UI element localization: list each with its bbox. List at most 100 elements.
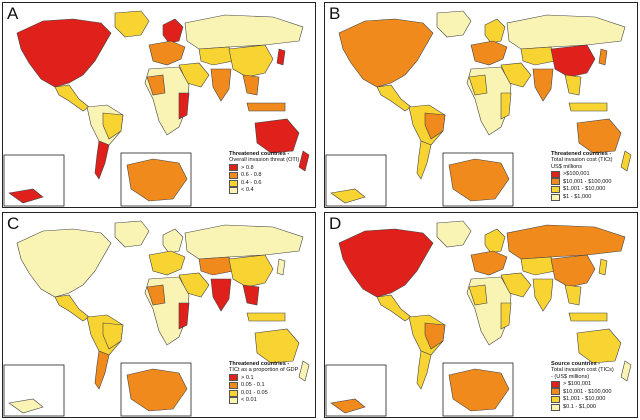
inset-region-left (330, 398, 366, 414)
region-russia (184, 224, 304, 260)
region-central-asia (520, 46, 556, 66)
region-scandinavia (484, 228, 506, 254)
legend-item: $0.1 - $1,000 (551, 403, 637, 411)
region-india (532, 278, 554, 312)
region-north-america (338, 18, 434, 88)
inset-region-europe (126, 158, 188, 202)
legend-item: > 0.1 (229, 374, 315, 382)
region-central-america (376, 84, 412, 112)
world-map (325, 220, 632, 417)
region-europe (148, 40, 186, 66)
map-panel-b: B Threatened countries - Total invasion … (324, 2, 638, 208)
region-china (228, 254, 274, 288)
legend-swatch (551, 186, 560, 193)
legend-item: 0.01 - 0.05 (229, 389, 315, 397)
legend: Threatened countries - TICt as a proport… (229, 361, 315, 405)
region-west-africa (146, 74, 166, 96)
legend-swatch (551, 380, 560, 388)
legend-item: > 0.8 (229, 164, 315, 172)
legend-item: 0.6 - 0.8 (229, 172, 315, 179)
legend-swatch (229, 164, 238, 172)
legend-item: 0.4 - 0.6 (229, 179, 315, 187)
legend-swatch (229, 179, 238, 187)
region-greenland (114, 220, 150, 248)
region-se-asia (242, 284, 260, 306)
legend-swatch (229, 187, 238, 195)
legend-item: < 0.4 (229, 187, 315, 195)
legend-title: Threatened countries - (229, 151, 290, 157)
region-indonesia (568, 102, 608, 112)
region-australia (254, 328, 300, 364)
map-panel-c: C Threatened countries - TICt as a propo… (2, 212, 316, 418)
region-greenland (436, 220, 472, 248)
region-south-cone (416, 140, 432, 180)
region-se-asia (242, 74, 260, 96)
region-north-america (16, 18, 112, 88)
legend-subtitle: Overall invasion threat (OTI) (229, 157, 300, 164)
region-brazil (424, 112, 446, 140)
legend-subtitle: TICt as a proportion of GDP (229, 367, 299, 374)
region-japan (598, 48, 608, 66)
legend-title: Threatened countries - (551, 151, 612, 157)
region-russia (506, 14, 626, 50)
region-indonesia (568, 312, 608, 322)
legend-subtitle: Total invasion cost (TICt) (551, 157, 613, 164)
legend-swatch (229, 397, 238, 405)
region-europe (470, 250, 508, 276)
legend-subtitle-2: - (US$ millions) (551, 373, 590, 380)
region-russia (184, 14, 304, 50)
legend-item: $1,001 - $10,000 (551, 186, 637, 193)
world-map (3, 10, 310, 207)
legend-swatch (551, 403, 560, 411)
region-south-cone (416, 350, 432, 390)
world-map (325, 10, 632, 207)
legend-swatch (551, 178, 560, 186)
region-china (550, 44, 596, 78)
panel-letter: D (329, 214, 342, 233)
region-east-africa (178, 302, 190, 330)
map-panel-a: A Threatened countries - Overall invasio… (2, 2, 316, 208)
region-west-africa (468, 284, 488, 306)
region-australia (576, 328, 622, 364)
legend-item: >$100,001 (551, 170, 637, 178)
region-australia (254, 118, 300, 154)
region-indonesia (246, 102, 286, 112)
region-north-america (338, 228, 434, 298)
legend-item: $10,001 - $100,000 (551, 388, 637, 396)
map-panel-d: D Source countries - Total invasion cost… (324, 212, 638, 418)
panel-letter: A (7, 4, 19, 23)
legend-title: Source countries - (551, 361, 601, 367)
region-central-america (376, 294, 412, 322)
region-east-africa (178, 92, 190, 120)
region-central-asia (520, 256, 556, 276)
legend-swatch (551, 170, 560, 178)
region-central-asia (198, 256, 234, 276)
inset-region-left (8, 188, 44, 204)
region-scandinavia (162, 18, 184, 44)
region-new-zealand (298, 360, 310, 382)
region-brazil (424, 322, 446, 350)
region-australia (576, 118, 622, 154)
legend-swatch (229, 172, 238, 179)
region-se-asia (564, 284, 582, 306)
region-central-america (54, 84, 90, 112)
region-west-africa (146, 284, 166, 306)
inset-region-europe (448, 368, 510, 412)
legend-swatch (551, 193, 560, 201)
legend-item: $10,001 - $100,000 (551, 178, 637, 186)
legend: Threatened countries - Total invasion co… (551, 151, 637, 201)
inset-region-europe (126, 368, 188, 412)
region-greenland (436, 10, 472, 38)
region-west-africa (468, 74, 488, 96)
region-brazil (102, 322, 124, 350)
region-indonesia (246, 312, 286, 322)
region-japan (276, 48, 286, 66)
legend-swatch (229, 374, 238, 382)
legend-item: $1,001 - $10,000 (551, 396, 637, 403)
region-central-america (54, 294, 90, 322)
region-east-africa (500, 302, 512, 330)
region-india (210, 68, 232, 102)
legend-swatch (229, 382, 238, 389)
legend-subtitle-2: US$ millions (551, 163, 583, 170)
legend-item: $1 - $1,000 (551, 193, 637, 201)
